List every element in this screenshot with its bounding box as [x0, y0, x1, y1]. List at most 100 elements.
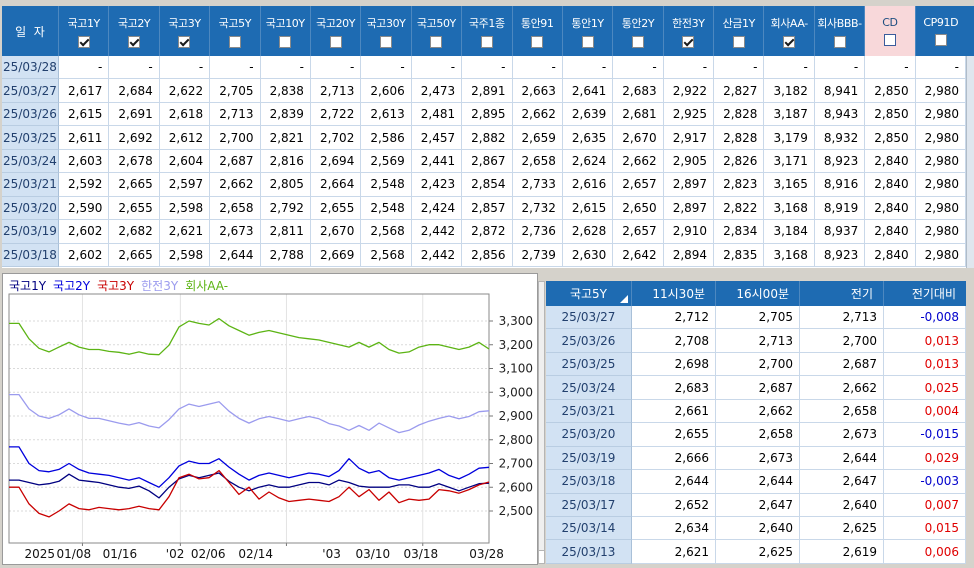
- yield-cell: 3,187: [764, 102, 815, 127]
- row-date: 25/03/21: [546, 399, 632, 424]
- column-header-회사AA-: 회사AA-: [764, 6, 815, 56]
- table-row: 25/03/17 2,652 2,647 2,640 0,007: [546, 493, 966, 517]
- column-header-국고50Y: 국고50Y: [412, 6, 463, 56]
- column-header-1600[interactable]: 16시00분: [716, 281, 800, 306]
- yield-cell: 2,823: [714, 173, 765, 197]
- table-row: 25/03/20 2,655 2,658 2,673 -0,015: [546, 423, 966, 447]
- yield-cell: -: [462, 56, 513, 80]
- yield-cell: 2,683: [613, 79, 664, 103]
- yield-cell: 2,897: [663, 173, 715, 197]
- row-date: 25/03/19: [546, 446, 632, 471]
- column-header-국고20Y: 국고20Y: [311, 6, 362, 56]
- column-checkbox-통안1Y[interactable]: [581, 35, 594, 48]
- column-header-국주1종: 국주1종: [462, 6, 513, 56]
- column-label: 국고5Y: [218, 16, 252, 30]
- intraday-table: 국고5Y 11시30분 16시00분 전기 전기대비 25/03/27 2,712…: [546, 281, 966, 564]
- column-header-prev[interactable]: 전기: [800, 281, 884, 306]
- yield-cell: -: [210, 56, 261, 80]
- yield-cell: 2,673: [210, 220, 261, 244]
- column-checkbox-국고20Y[interactable]: [329, 35, 342, 48]
- scrollbar-down-button[interactable]: [539, 550, 544, 563]
- svg-text:02/06: 02/06: [191, 547, 226, 561]
- column-checkbox-통안91[interactable]: [531, 35, 544, 48]
- column-checkbox-CD[interactable]: [883, 34, 896, 46]
- yield-cell: 2,586: [361, 126, 412, 150]
- column-checkbox-국고30Y[interactable]: [380, 35, 393, 48]
- column-header-국고1Y: 국고1Y: [59, 6, 110, 56]
- yield-cell: 2,811: [260, 220, 311, 244]
- svg-text:2025: 2025: [24, 547, 55, 561]
- yield-cell: 2,615: [59, 102, 110, 127]
- column-checkbox-회사AA-[interactable]: [783, 35, 796, 48]
- svg-text:01/16: 01/16: [103, 547, 138, 561]
- yield-cell: 2,835: [714, 243, 765, 267]
- column-checkbox-통안2Y[interactable]: [631, 35, 644, 48]
- sort-icon[interactable]: [620, 295, 628, 303]
- column-header-국고30Y: 국고30Y: [361, 6, 412, 56]
- svg-text:02/14: 02/14: [238, 547, 273, 561]
- yield-cell: 2,872: [462, 220, 513, 244]
- series-회사AA-: [9, 317, 490, 356]
- row-date: 25/03/28: [2, 56, 59, 80]
- row-date: 25/03/27: [546, 306, 632, 330]
- column-header-통안1Y: 통안1Y: [563, 6, 614, 56]
- column-checkbox-국고5Y[interactable]: [228, 35, 241, 48]
- column-checkbox-국고50Y[interactable]: [430, 35, 443, 48]
- column-label: 산금1Y: [722, 16, 756, 30]
- yield-cell: 2,687: [210, 149, 261, 174]
- svg-text:01/08: 01/08: [57, 547, 92, 561]
- column-checkbox-한전3Y[interactable]: [682, 35, 695, 48]
- table-row: 25/03/19 2,602 2,682 2,621 2,673 2,811 2,670 2,…: [2, 220, 966, 244]
- yield-cell: 2,658: [800, 399, 884, 424]
- row-date: 25/03/14: [546, 516, 632, 541]
- yield-cell: 2,457: [411, 126, 463, 150]
- column-checkbox-국고1Y[interactable]: [77, 35, 90, 48]
- column-header-국고2Y: 국고2Y: [109, 6, 160, 56]
- yield-cell: 3,171: [764, 149, 815, 174]
- yield-cell: -: [814, 56, 866, 80]
- yield-cell: 2,867: [462, 149, 513, 174]
- column-checkbox-국고10Y[interactable]: [279, 35, 292, 48]
- column-checkbox-CP91D[interactable]: [934, 34, 947, 46]
- yield-cell: 2,840: [865, 196, 916, 221]
- yield-cell: 2,708: [632, 329, 716, 353]
- yield-cell: -: [310, 56, 362, 80]
- column-checkbox-국고3Y[interactable]: [178, 35, 191, 48]
- column-checkbox-국주1종[interactable]: [480, 35, 493, 48]
- yield-cell: 2,569: [361, 149, 412, 174]
- yield-cell: 2,602: [59, 220, 110, 244]
- yield-cell: 2,736: [512, 220, 563, 244]
- yield-cell: 2,598: [159, 196, 211, 221]
- yield-cell: 2,661: [632, 399, 716, 424]
- column-checkbox-회사BBB-[interactable]: [833, 35, 846, 48]
- legend-item-국고2Y: 국고2Y: [53, 279, 91, 293]
- column-header-회사BBB-: 회사BBB-: [815, 6, 866, 56]
- column-header-change[interactable]: 전기대비: [911, 287, 956, 301]
- vertical-scrollbar[interactable]: [966, 6, 974, 268]
- daily-yield-table-body: 25/03/28- - - - - - - - - - - - - - - - - -25/03/27 2,617 2…: [2, 56, 966, 267]
- svg-text:3,300: 3,300: [499, 314, 533, 328]
- column-header-1130[interactable]: 11시30분: [632, 281, 716, 306]
- column-checkbox-국고2Y[interactable]: [128, 35, 141, 48]
- yield-cell: 2,980: [915, 220, 966, 244]
- svg-text:2,700: 2,700: [499, 457, 533, 471]
- sort-column-header[interactable]: 국고5Y: [546, 281, 632, 306]
- yield-cell: 2,850: [865, 102, 916, 127]
- column-label: 국고3Y: [168, 16, 201, 30]
- yield-cell: 2,733: [512, 173, 563, 197]
- intraday-table-scrollbar[interactable]: [538, 281, 545, 564]
- column-header-국고3Y: 국고3Y: [160, 6, 211, 56]
- yield-cell: 2,615: [562, 196, 614, 221]
- yield-cell: 2,669: [310, 243, 362, 267]
- yield-cell: 2,641: [562, 79, 614, 103]
- yield-cell: 2,666: [632, 446, 716, 471]
- row-date: 25/03/18: [546, 470, 632, 494]
- yield-cell: 2,805: [260, 173, 311, 197]
- yield-cell: 2,603: [59, 149, 110, 174]
- column-checkbox-산금1Y[interactable]: [732, 35, 745, 48]
- row-date: 25/03/19: [2, 220, 59, 244]
- vertical-scrollbar-cap: [966, 6, 974, 56]
- yield-cell: 2,980: [915, 243, 966, 267]
- column-label: CD: [882, 16, 898, 29]
- yield-cell: 2,713: [800, 306, 884, 330]
